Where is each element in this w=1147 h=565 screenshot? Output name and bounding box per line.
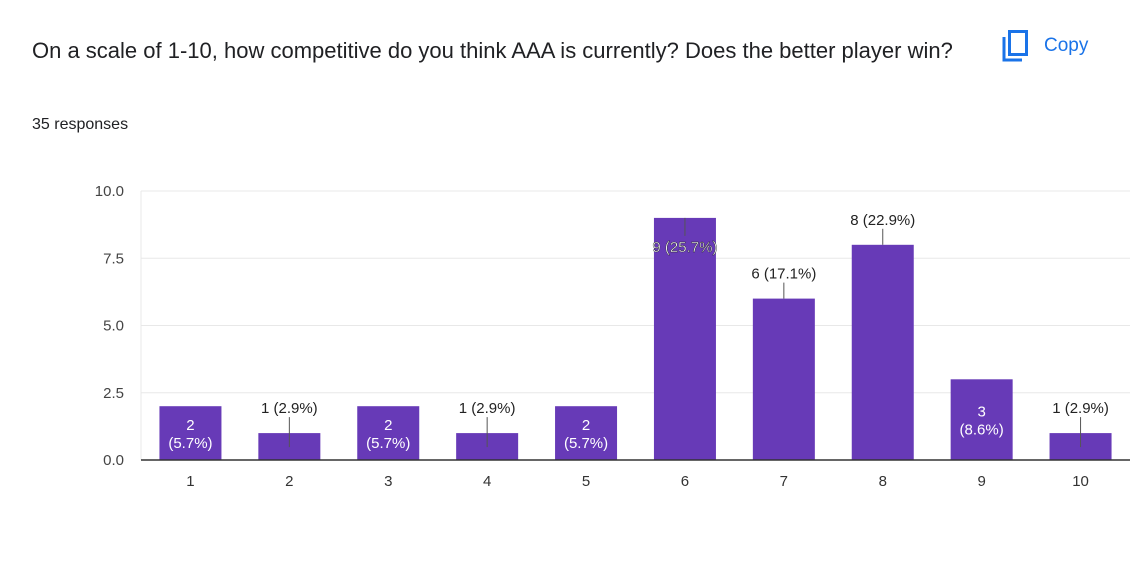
y-tick-label: 0.0 [103, 452, 124, 469]
x-tick-label: 2 [285, 473, 293, 490]
copy-icon [1000, 29, 1030, 63]
chart-axes: 0.0 2.5 5.0 7.5 10.0 1 2 3 4 5 6 7 8 9 10 [95, 183, 1130, 490]
bar-9 [950, 379, 1013, 460]
question-title: On a scale of 1-10, how competitive do y… [32, 38, 953, 63]
x-tick-label: 9 [977, 473, 985, 490]
data-label: 2 (5.7%) [564, 417, 608, 452]
data-label: 1 (2.9%) [459, 400, 516, 417]
x-tick-label: 7 [780, 473, 788, 490]
data-label: 3 (8.6%) [960, 404, 1004, 439]
y-tick-label: 5.0 [103, 318, 124, 335]
data-label: 8 (22.9%) [850, 212, 915, 229]
data-label: 2 (5.7%) [168, 417, 212, 452]
response-count: 35 responses [32, 116, 129, 133]
y-tick-label: 2.5 [103, 385, 124, 402]
data-label: 1 (2.9%) [1052, 400, 1109, 417]
data-label: 1 (2.9%) [261, 400, 318, 417]
data-label: 2 (5.7%) [366, 417, 410, 452]
y-tick-label: 7.5 [103, 250, 124, 267]
bar-3 [357, 406, 420, 460]
x-tick-label: 4 [483, 473, 491, 490]
bar-6 [653, 217, 716, 460]
bar-1 [159, 406, 222, 460]
x-tick-label: 5 [582, 473, 590, 490]
x-tick-label: 6 [681, 473, 689, 490]
data-label: 9 (25.7%) [652, 239, 717, 256]
x-tick-label: 10 [1072, 473, 1089, 490]
bar-7 [752, 298, 815, 460]
x-tick-label: 3 [384, 473, 392, 490]
bar-5 [555, 406, 618, 460]
chart-bars [159, 217, 1112, 460]
copy-button[interactable]: Copy [1000, 26, 1120, 66]
x-tick-label: 8 [879, 473, 887, 490]
bar-8 [851, 244, 914, 460]
copy-button-label: Copy [1044, 35, 1089, 56]
data-label: 6 (17.1%) [751, 266, 816, 283]
y-tick-label: 10.0 [95, 183, 124, 200]
chart-data-labels: 2 (5.7%) 1 (2.9%) 2 (5.7%) 1 (2.9%) 2 (5.7%) 9 (… [168, 212, 1109, 452]
x-tick-label: 1 [186, 473, 194, 490]
